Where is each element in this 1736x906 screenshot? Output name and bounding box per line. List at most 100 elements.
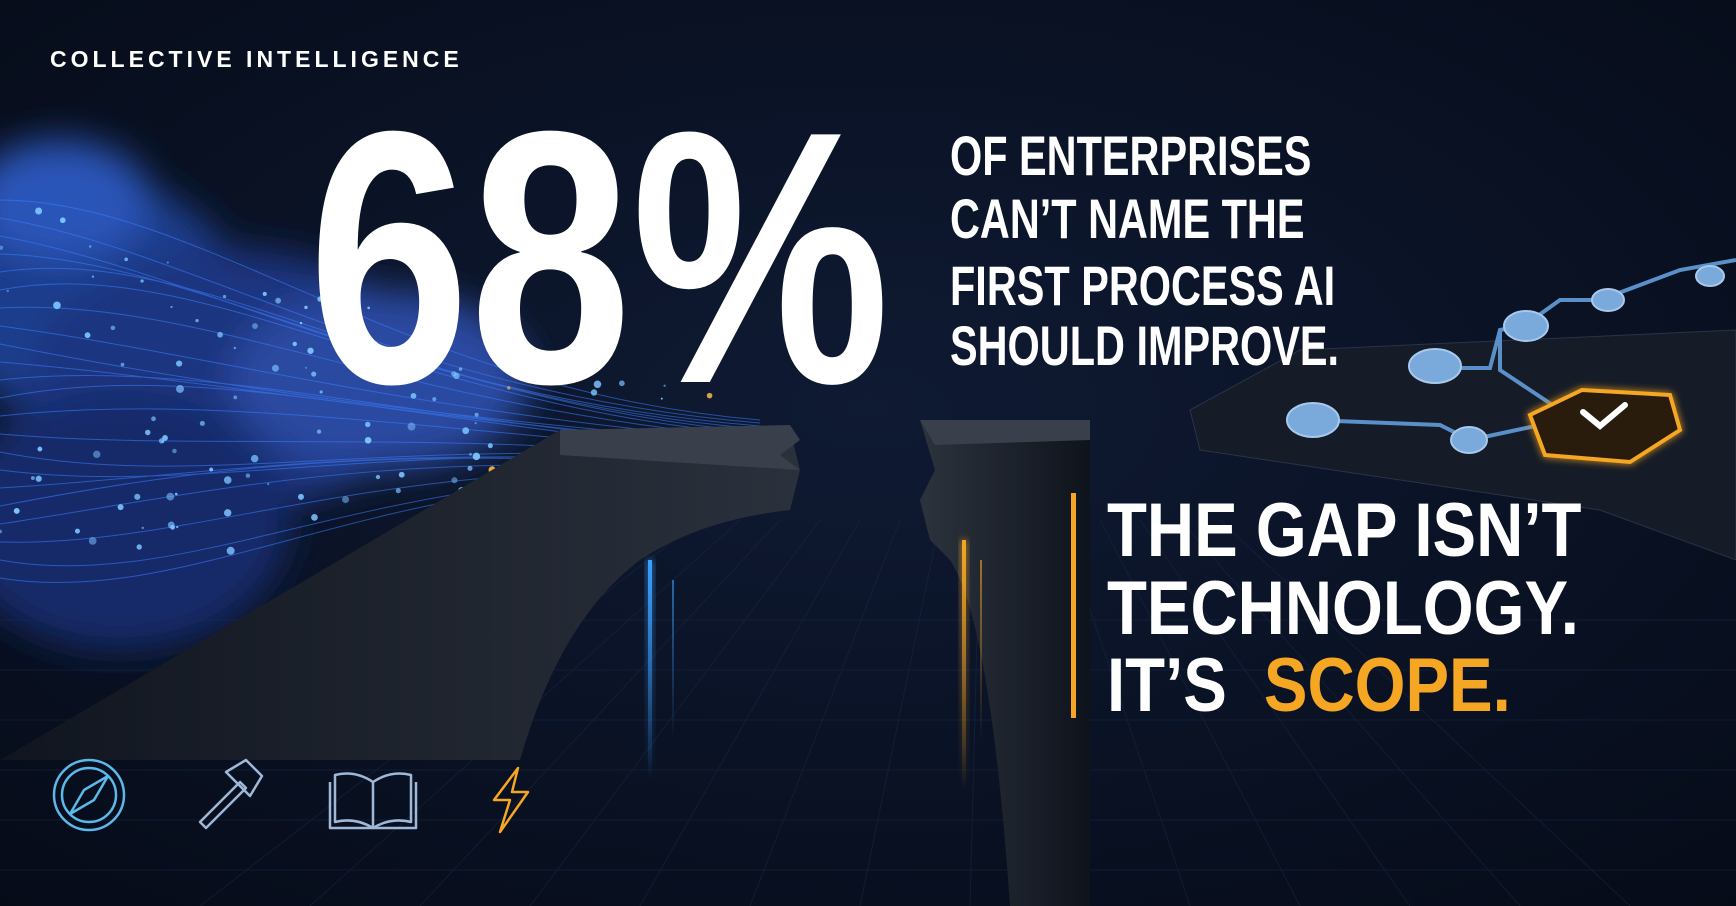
particle bbox=[467, 465, 473, 471]
particle bbox=[311, 513, 318, 521]
network-nodes bbox=[1286, 265, 1725, 454]
particle bbox=[590, 389, 598, 396]
particle bbox=[151, 416, 156, 422]
particle bbox=[267, 482, 270, 486]
particle bbox=[292, 341, 297, 347]
particle bbox=[364, 436, 372, 444]
particle bbox=[88, 245, 92, 248]
particle bbox=[134, 493, 141, 500]
left-cliff bbox=[0, 430, 800, 760]
particle bbox=[275, 297, 282, 304]
stream bbox=[0, 283, 761, 436]
icons bbox=[52, 758, 530, 834]
particle bbox=[136, 544, 142, 550]
particle bbox=[84, 332, 91, 339]
particle bbox=[176, 384, 184, 393]
particle bbox=[141, 526, 144, 530]
particle bbox=[412, 343, 416, 348]
particle bbox=[706, 392, 713, 399]
particle bbox=[226, 546, 235, 555]
particle bbox=[365, 421, 371, 428]
particle bbox=[37, 446, 43, 452]
conclusion-highlight: SCOPE. bbox=[1264, 643, 1511, 728]
grid-line bbox=[639, 519, 861, 906]
orange-beam bbox=[962, 540, 966, 790]
particle bbox=[271, 364, 279, 372]
grid-line bbox=[1179, 519, 1521, 906]
particle bbox=[395, 488, 401, 494]
particle bbox=[367, 306, 370, 310]
particle bbox=[199, 420, 205, 426]
particle bbox=[451, 477, 458, 484]
particle bbox=[88, 537, 97, 545]
particle bbox=[474, 412, 479, 417]
particle bbox=[120, 362, 125, 367]
particle bbox=[407, 422, 416, 431]
grid-line bbox=[1139, 519, 1411, 906]
particle bbox=[158, 438, 165, 444]
particle bbox=[366, 358, 373, 365]
particle bbox=[299, 321, 303, 325]
particle bbox=[660, 397, 663, 400]
particle bbox=[174, 492, 178, 496]
conclusion-line: THE GAP ISN’T bbox=[1107, 488, 1581, 573]
particle bbox=[124, 257, 129, 262]
statement-line: FIRST PROCESS AI bbox=[950, 255, 1335, 318]
particle bbox=[297, 493, 304, 500]
blue-beam bbox=[648, 560, 652, 780]
particle bbox=[145, 429, 151, 436]
conclusion-prefix: IT’S bbox=[1107, 643, 1227, 728]
particle bbox=[354, 341, 360, 347]
particle bbox=[307, 347, 314, 354]
conclusion: THE GAP ISN’T TECHNOLOGY. IT’S SCOPE. bbox=[1107, 488, 1581, 728]
particle bbox=[91, 275, 95, 278]
particle bbox=[515, 373, 521, 380]
orange-beam bbox=[980, 560, 982, 740]
right-cliff-top bbox=[920, 420, 1090, 445]
particle bbox=[195, 319, 199, 323]
particle bbox=[140, 279, 144, 283]
particle bbox=[663, 384, 666, 388]
grid-line bbox=[1099, 519, 1301, 906]
particle bbox=[233, 395, 238, 400]
particle bbox=[59, 217, 66, 224]
statement-line: CAN’T NAME THE bbox=[950, 188, 1304, 251]
particle bbox=[335, 313, 343, 322]
particle bbox=[222, 294, 227, 299]
hammer-icon bbox=[198, 758, 264, 830]
particle bbox=[167, 521, 175, 529]
left-cliff-top bbox=[560, 425, 800, 470]
stream bbox=[0, 217, 761, 424]
particle bbox=[166, 492, 175, 501]
particle bbox=[250, 454, 259, 463]
grid-line bbox=[419, 519, 781, 906]
stream bbox=[0, 267, 761, 433]
particle bbox=[469, 452, 473, 456]
particle bbox=[507, 386, 511, 390]
particle bbox=[245, 473, 251, 478]
particle bbox=[209, 467, 214, 472]
particle bbox=[176, 525, 179, 529]
stream bbox=[0, 253, 761, 430]
particle bbox=[175, 360, 183, 367]
particle bbox=[342, 496, 350, 504]
stream bbox=[0, 306, 761, 439]
accent-bar bbox=[1071, 493, 1076, 718]
statement-line: SHOULD IMPROVE. bbox=[950, 315, 1339, 378]
particle bbox=[410, 392, 417, 399]
particle bbox=[375, 474, 381, 480]
particle bbox=[117, 504, 124, 511]
particle bbox=[432, 397, 437, 402]
conclusion-line: TECHNOLOGY. bbox=[1107, 566, 1579, 651]
particle bbox=[472, 452, 481, 461]
stream bbox=[0, 325, 761, 442]
grid-line bbox=[749, 519, 901, 906]
particle bbox=[53, 301, 61, 310]
particle bbox=[304, 305, 308, 310]
particle bbox=[217, 331, 223, 338]
particle bbox=[458, 367, 463, 371]
grid-line bbox=[1219, 519, 1631, 906]
stat-figure: 68% bbox=[308, 57, 890, 459]
